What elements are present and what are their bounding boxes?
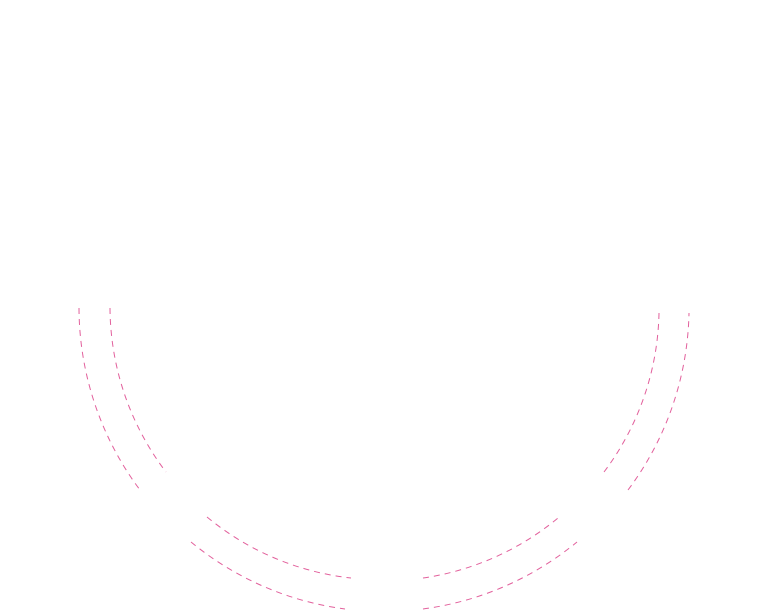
outer-arc-left bbox=[78, 307, 141, 491]
inner-arc-bottom-right bbox=[422, 517, 559, 579]
dashed-arcs bbox=[78, 307, 690, 610]
outer-arc-bottom-left bbox=[190, 541, 346, 610]
outer-arc-right bbox=[627, 312, 690, 491]
inner-arc-left bbox=[109, 307, 167, 473]
inner-arc-bottom-left bbox=[206, 516, 352, 579]
outer-arc-bottom-right bbox=[422, 541, 578, 610]
inner-arc-right bbox=[603, 312, 660, 473]
